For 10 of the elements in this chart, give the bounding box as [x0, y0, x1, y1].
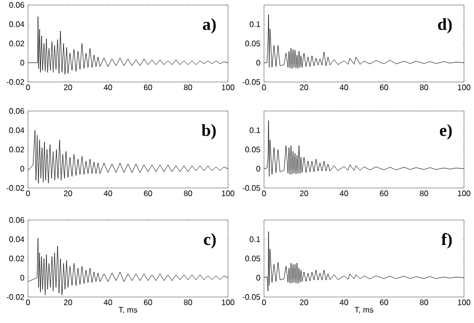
annotation: e): [440, 124, 452, 140]
annotation: f): [441, 233, 452, 249]
annotation: a): [202, 18, 216, 34]
line-series: [264, 120, 464, 177]
line-series: [264, 14, 464, 69]
line-series: [28, 16, 228, 75]
annotation: d): [438, 18, 452, 34]
annotation: c): [204, 233, 216, 248]
line-series: [264, 231, 464, 292]
annotation: b): [202, 124, 216, 140]
